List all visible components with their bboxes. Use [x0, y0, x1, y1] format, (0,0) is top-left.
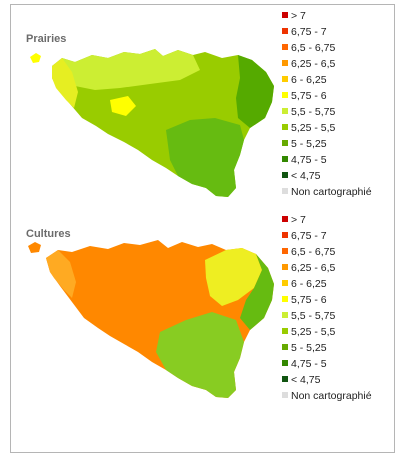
legend-label: 5,25 - 5,5	[291, 122, 336, 134]
legend-item: 5,75 - 6	[282, 292, 372, 308]
map-prairies-patch-zone	[110, 96, 136, 116]
legend-label: 6 - 6,25	[291, 74, 327, 86]
legend-swatch	[282, 296, 288, 303]
map-cultures-patch-zone	[205, 248, 262, 306]
legend-item: 6,5 - 6,75	[282, 244, 372, 260]
legend-swatch	[282, 172, 288, 179]
legend-swatch	[282, 140, 288, 147]
legend-cultures: > 7 6,75 - 7 6,5 - 6,75 6,25 - 6,5 6 - 6,25 5…	[282, 212, 372, 404]
legend-label: 5,5 - 5,75	[291, 310, 336, 322]
legend-item: 6,75 - 7	[282, 228, 372, 244]
legend-label: > 7	[291, 10, 306, 22]
legend-swatch	[282, 344, 288, 351]
legend-swatch	[282, 60, 288, 67]
legend-item: 6 - 6,25	[282, 276, 372, 292]
legend-label: 6 - 6,25	[291, 278, 327, 290]
legend-item: 6 - 6,25	[282, 72, 372, 88]
legend-swatch	[282, 264, 288, 271]
legend-swatch	[282, 156, 288, 163]
legend-item: 5 - 5,25	[282, 136, 372, 152]
legend-swatch	[282, 360, 288, 367]
legend-item: 5,25 - 5,5	[282, 324, 372, 340]
map-prairies-east-zone	[236, 55, 274, 128]
legend-label: 5,25 - 5,5	[291, 326, 336, 338]
legend-swatch	[282, 248, 288, 255]
legend-swatch	[282, 124, 288, 131]
legend-swatch	[282, 188, 288, 195]
legend-item: > 7	[282, 8, 372, 24]
legend-item: 6,25 - 6,5	[282, 260, 372, 276]
legend-item: 6,5 - 6,75	[282, 40, 372, 56]
legend-swatch	[282, 392, 288, 399]
map-prairies-west-zone	[52, 58, 78, 108]
map-prairies-south-zone	[166, 118, 244, 197]
legend-label: 5 - 5,25	[291, 342, 327, 354]
legend-label: < 4,75	[291, 170, 321, 182]
legend-item: 4,75 - 5	[282, 356, 372, 372]
legend-label: 6,5 - 6,75	[291, 246, 336, 258]
legend-item: 5,75 - 6	[282, 88, 372, 104]
legend-item: > 7	[282, 212, 372, 228]
legend-label: 5 - 5,25	[291, 138, 327, 150]
legend-item: 5 - 5,25	[282, 340, 372, 356]
legend-prairies: > 7 6,75 - 7 6,5 - 6,75 6,25 - 6,5 6 - 6,25 5…	[282, 8, 372, 200]
legend-label: 6,25 - 6,5	[291, 58, 336, 70]
legend-label: < 4,75	[291, 374, 321, 386]
legend-item: Non cartographié	[282, 388, 372, 404]
legend-label: 4,75 - 5	[291, 154, 327, 166]
legend-item: 6,25 - 6,5	[282, 56, 372, 72]
legend-item: < 4,75	[282, 168, 372, 184]
legend-swatch	[282, 232, 288, 239]
legend-item: Non cartographié	[282, 184, 372, 200]
map-title-prairies: Prairies	[26, 33, 67, 45]
legend-item: 6,75 - 7	[282, 24, 372, 40]
legend-swatch	[282, 108, 288, 115]
map-cultures-shape	[28, 240, 274, 398]
legend-swatch	[282, 328, 288, 335]
legend-item: 5,25 - 5,5	[282, 120, 372, 136]
legend-label: 6,25 - 6,5	[291, 262, 336, 274]
legend-label: > 7	[291, 214, 306, 226]
legend-label: Non cartographié	[291, 186, 372, 198]
legend-label: 6,75 - 7	[291, 26, 327, 38]
map-cultures-west-zone	[46, 250, 76, 298]
map-prairies-outlier	[30, 53, 41, 63]
legend-label: 5,5 - 5,75	[291, 106, 336, 118]
legend-swatch	[282, 312, 288, 319]
legend-item: 5,5 - 5,75	[282, 104, 372, 120]
legend-swatch	[282, 44, 288, 51]
legend-swatch	[282, 92, 288, 99]
map-cultures-outlier	[28, 242, 41, 253]
legend-item: < 4,75	[282, 372, 372, 388]
legend-label: 6,5 - 6,75	[291, 42, 336, 54]
legend-swatch	[282, 216, 288, 223]
map-cultures-south-zone	[156, 312, 244, 398]
legend-label: 6,75 - 7	[291, 230, 327, 242]
map-prairies-shape	[30, 49, 274, 197]
map-prairies-north-zone	[60, 49, 200, 90]
map-cultures-east-zone	[240, 254, 274, 330]
map-title-cultures: Cultures	[26, 228, 71, 240]
legend-label: 5,75 - 6	[291, 90, 327, 102]
legend-label: Non cartographié	[291, 390, 372, 402]
legend-swatch	[282, 280, 288, 287]
legend-item: 4,75 - 5	[282, 152, 372, 168]
legend-swatch	[282, 76, 288, 83]
legend-label: 4,75 - 5	[291, 358, 327, 370]
legend-swatch	[282, 12, 288, 19]
legend-item: 5,5 - 5,75	[282, 308, 372, 324]
legend-label: 5,75 - 6	[291, 294, 327, 306]
legend-swatch	[282, 376, 288, 383]
legend-swatch	[282, 28, 288, 35]
